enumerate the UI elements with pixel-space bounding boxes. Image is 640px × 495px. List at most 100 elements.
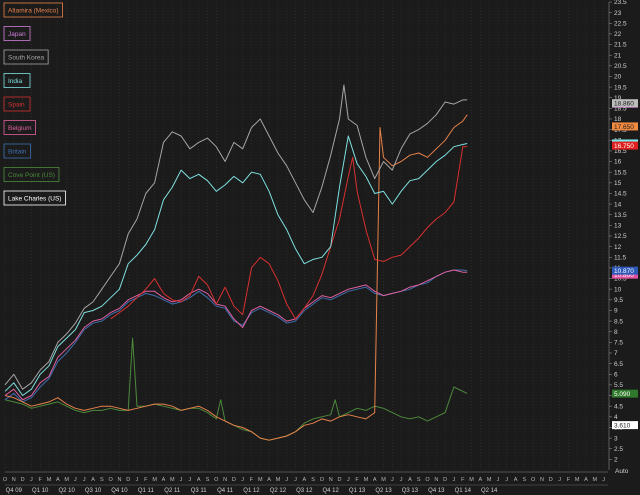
x-quarter-label: Q2 14 — [481, 488, 498, 494]
end-value-tag: 5.090 — [612, 389, 638, 398]
x-month-label: J — [602, 477, 605, 483]
y-tick-label: 19.5 — [614, 84, 627, 91]
y-tick-label: 21.5 — [614, 42, 627, 49]
x-month-label: S — [523, 477, 527, 483]
end-value-tag-bg — [612, 122, 638, 131]
x-quarter-label: Q1 14 — [455, 488, 472, 494]
x-month-label: F — [39, 477, 43, 483]
series-layer — [4, 84, 468, 441]
x-month-label: N — [12, 477, 16, 483]
x-month-label: M — [381, 477, 386, 483]
x-quarter-label: Q4 10 — [111, 488, 128, 494]
x-quarter-label: Q1 11 — [138, 488, 155, 494]
legend-entry[interactable]: Altamira (Mexico) — [3, 2, 63, 18]
x-month-label: N — [329, 477, 333, 483]
x-month-label: A — [56, 477, 60, 483]
x-month-label: J — [30, 477, 33, 483]
y-tick-label: 18.5 — [614, 106, 627, 113]
end-value-tag-label: 10.870 — [614, 268, 634, 275]
end-value-tag-bg — [612, 421, 638, 430]
x-month-label: O — [214, 477, 219, 483]
legend-entry[interactable]: Japan — [3, 26, 31, 41]
y-tick-label: 6 — [614, 371, 618, 378]
x-month-label: D — [126, 477, 130, 483]
y-tick-label: 11.5 — [614, 254, 627, 261]
legend-label: Altamira (Mexico) — [8, 7, 59, 14]
legend-entry[interactable]: Lake Charles (US) — [3, 190, 66, 206]
legend: Altamira (Mexico) Japan South Korea India Sp… — [3, 2, 66, 206]
x-month-label: S — [417, 477, 421, 483]
x-month-label: J — [347, 477, 350, 483]
y-tick-label: 18 — [614, 116, 622, 123]
y-tick-label: 22.5 — [614, 20, 627, 27]
series-line-south-korea — [4, 84, 468, 390]
x-month-label: D — [21, 477, 25, 483]
x-month-label: F — [567, 477, 571, 483]
end-value-tag-label: 10.800 — [614, 272, 634, 279]
end-value-tag-bg — [612, 141, 638, 150]
end-value-tag-label: 16.750 — [614, 143, 634, 150]
x-quarter-label: Q4 11 — [217, 488, 234, 494]
x-month-label: M — [469, 477, 474, 483]
x-month-label: N — [434, 477, 438, 483]
y-tick-label: 13 — [614, 223, 622, 230]
y-tick-label: 4 — [614, 414, 618, 421]
y-tick-label: 22 — [614, 31, 622, 38]
x-quarter-label: Q1 12 — [243, 488, 260, 494]
end-value-tag-label: 17.650 — [614, 124, 634, 131]
end-value-tag-bg — [612, 266, 638, 275]
x-quarter-label: Q1 13 — [349, 488, 366, 494]
legend-box — [3, 143, 31, 159]
legend-box — [3, 49, 49, 65]
x-quarter-label: Q1 10 — [32, 488, 49, 494]
x-month-label: A — [91, 477, 95, 483]
x-month-label: J — [294, 477, 297, 483]
x-month-label: S — [100, 477, 104, 483]
legend-label: Japan — [8, 31, 26, 38]
legend-box — [3, 73, 31, 88]
x-month-label: N — [540, 477, 544, 483]
x-month-label: J — [505, 477, 508, 483]
x-month-label: A — [162, 477, 166, 483]
end-value-tag: 10.870 — [612, 266, 638, 275]
x-month-label: O — [3, 477, 8, 483]
x-month-label: J — [400, 477, 403, 483]
y-tick-label: 21 — [614, 52, 622, 59]
x-month-label: J — [241, 477, 244, 483]
legend-entry[interactable]: Belgium — [3, 120, 36, 135]
legend-box — [3, 2, 63, 18]
x-month-label: A — [197, 477, 201, 483]
x-month-label: N — [223, 477, 227, 483]
y-tick-label: 20.5 — [614, 63, 627, 70]
legend-entry[interactable]: Spain — [3, 96, 31, 112]
y-tick-label: 9.5 — [614, 297, 623, 304]
end-labels: 17.65018.65018.86016.85016.75010.80010.8… — [612, 99, 638, 430]
legend-entry[interactable]: Cove Point (US) — [3, 167, 60, 182]
x-quarter-label: Q4 13 — [428, 488, 445, 494]
x-month-label: O — [531, 477, 536, 483]
end-value-tag-label: 18.860 — [614, 101, 634, 108]
legend-label: South Korea — [8, 54, 45, 61]
y-tick-label: 13.5 — [614, 212, 627, 219]
x-quarter-label: Q3 12 — [296, 488, 313, 494]
x-month-label: M — [487, 477, 492, 483]
legend-label: India — [8, 78, 22, 85]
legend-entry[interactable]: India — [3, 73, 31, 88]
x-month-label: S — [206, 477, 210, 483]
x-month-label: S — [311, 477, 315, 483]
end-value-tag: 17.650 — [612, 122, 638, 131]
x-month-label: J — [558, 477, 561, 483]
x-month-label: D — [549, 477, 553, 483]
y-tick-label: 10 — [614, 286, 622, 293]
x-month-label: M — [64, 477, 69, 483]
y-tick-label: 14 — [614, 201, 622, 208]
legend-box — [3, 190, 66, 206]
legend-label: Lake Charles (US) — [8, 195, 61, 202]
legend-entry[interactable]: South Korea — [3, 49, 49, 65]
y-tick-label: 8.5 — [614, 318, 623, 325]
axis-corner-label[interactable]: Auto — [615, 468, 629, 475]
legend-entry[interactable]: Britain — [3, 143, 31, 159]
series-line-spain — [110, 146, 468, 320]
